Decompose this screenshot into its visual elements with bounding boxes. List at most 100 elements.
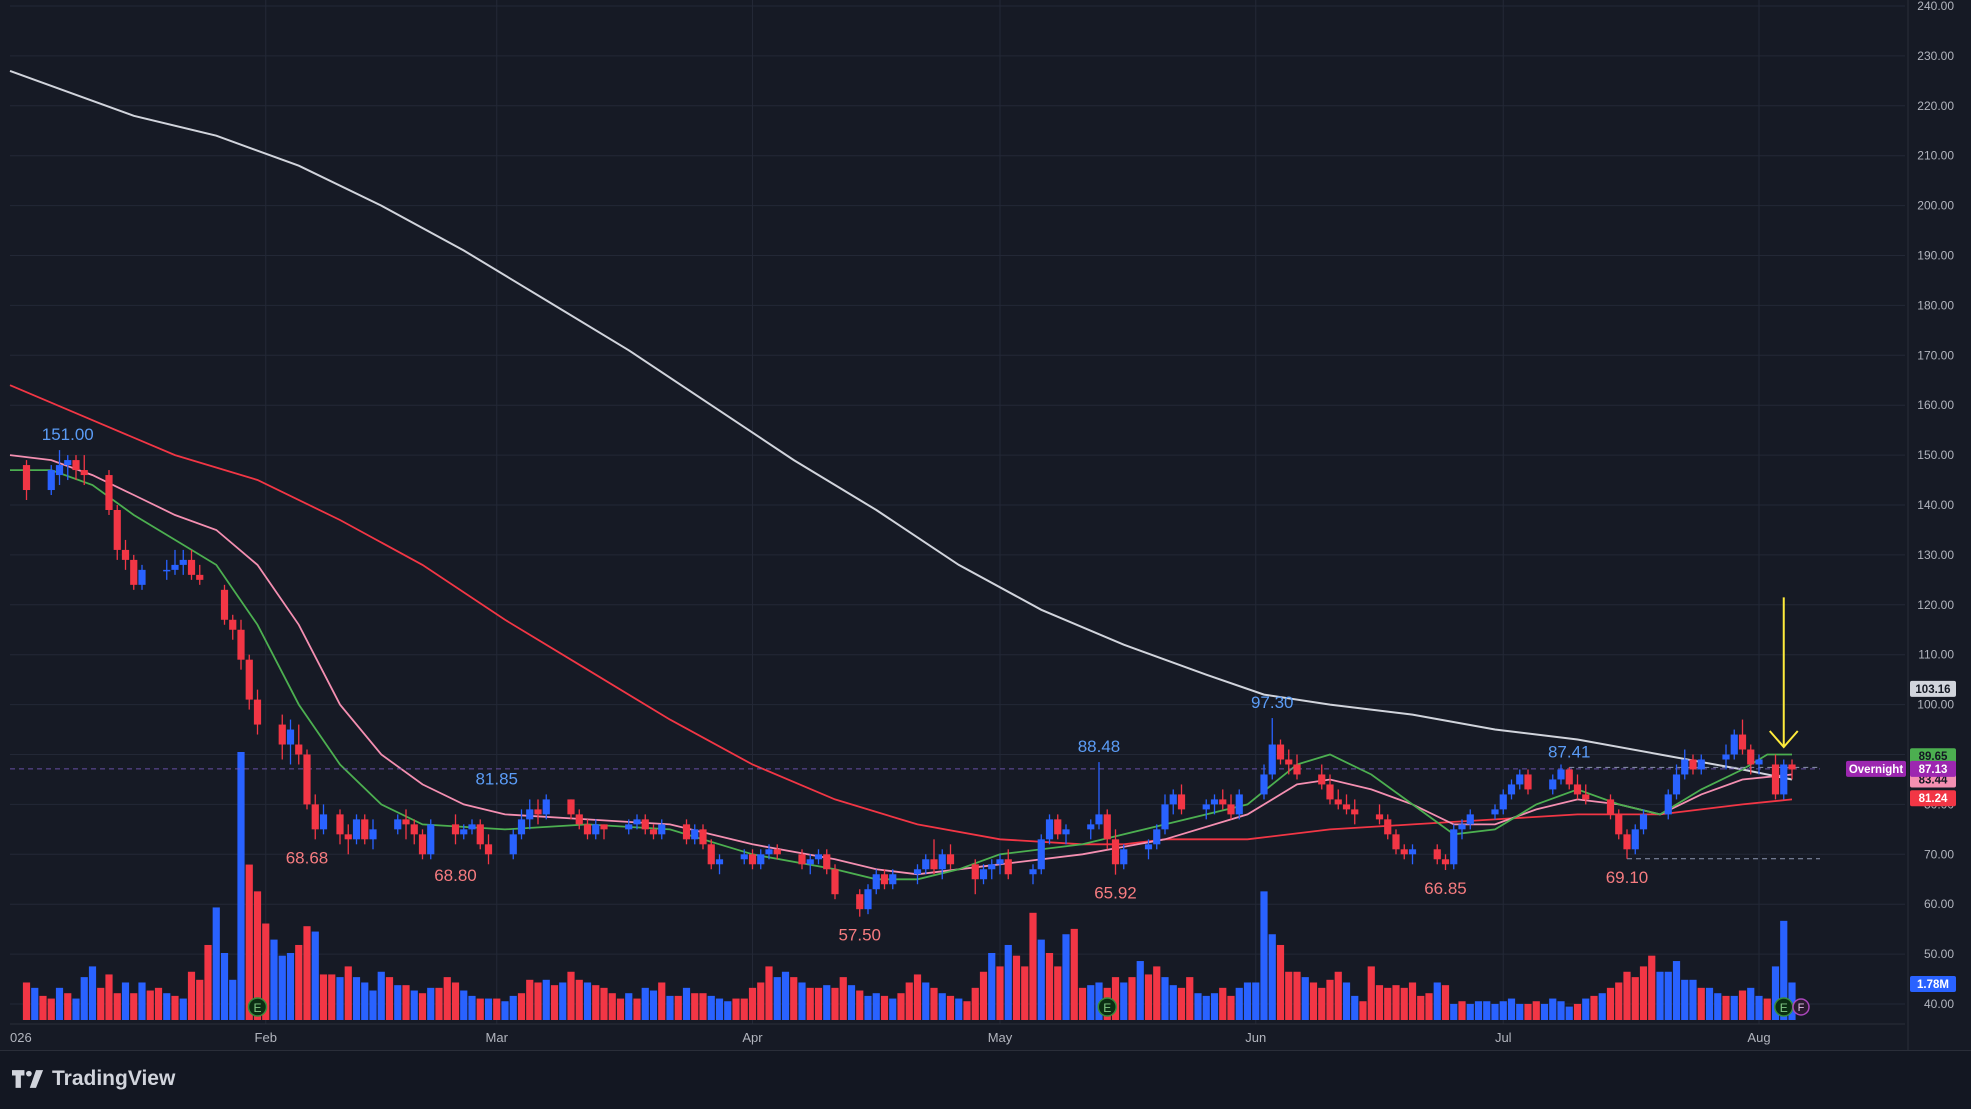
candle-body: [1788, 764, 1796, 770]
candle-body: [1507, 784, 1516, 795]
volume-bar: [559, 982, 567, 1020]
volume-bar: [262, 923, 270, 1020]
volume-bar: [171, 995, 179, 1020]
volume-bar: [823, 985, 831, 1020]
volume-bar: [963, 1001, 971, 1020]
candle-body: [460, 829, 468, 835]
volume-bar: [97, 987, 105, 1020]
candle-body: [1326, 784, 1334, 800]
volume-bar: [1342, 982, 1351, 1020]
brand-name: TradingView: [52, 1067, 176, 1090]
candle-body: [988, 864, 996, 870]
candle-body: [336, 814, 344, 835]
candle-body: [1202, 804, 1210, 810]
candle-body: [1730, 734, 1738, 755]
tradingview-logo[interactable]: TradingView: [12, 1067, 175, 1091]
candle-body: [319, 814, 328, 830]
high-low-label: 57.50: [838, 926, 881, 945]
volume-bar: [377, 971, 385, 1020]
volume-bar: [509, 995, 517, 1020]
candle-body: [130, 559, 138, 585]
high-low-label: 87.41: [1548, 742, 1591, 761]
candle-body: [418, 834, 427, 855]
candle-body: [1268, 744, 1276, 775]
volume-bar: [1780, 920, 1788, 1020]
volume-bar: [922, 982, 930, 1020]
moving-average-layer: [9, 69, 1793, 881]
volume-bar: [1186, 977, 1194, 1020]
candle-body: [542, 799, 550, 815]
volume-bar: [1507, 998, 1516, 1020]
candle-body: [1441, 859, 1450, 865]
volume-bar: [237, 752, 245, 1020]
time-tick-label: Jun: [1245, 1030, 1266, 1045]
price-tag-label: 103.16: [1915, 684, 1950, 696]
candle-body: [575, 814, 583, 825]
volume-bar: [757, 982, 765, 1020]
volume-bar: [55, 987, 64, 1020]
volume-bar: [1120, 982, 1128, 1020]
candle-layer[interactable]: [22, 450, 1796, 917]
volume-bar: [1202, 995, 1210, 1020]
time-tick-label: Jul: [1495, 1030, 1512, 1045]
volume-bar: [938, 993, 946, 1020]
volume-bar: [1400, 987, 1408, 1020]
volume-bar: [443, 977, 451, 1020]
volume-bar: [385, 977, 394, 1020]
volume-bar: [1367, 966, 1375, 1020]
volume-bar: [105, 974, 113, 1020]
candle-body: [303, 754, 311, 805]
candle-body: [996, 859, 1004, 865]
candle-body: [1285, 759, 1293, 765]
volume-bar: [1631, 977, 1639, 1020]
candle-body: [64, 460, 72, 466]
candle-body: [22, 465, 31, 491]
candle-body: [402, 819, 410, 825]
volume-bar: [369, 990, 377, 1020]
volume-bar: [47, 998, 55, 1020]
price-tag-badge: [1910, 976, 1956, 993]
volume-bar: [1359, 1001, 1367, 1020]
candle-body: [295, 744, 303, 755]
candle-body: [1664, 794, 1672, 815]
price-tick-label: 220.00: [1917, 99, 1954, 113]
volume-bar: [847, 985, 856, 1020]
high-low-label: 65.92: [1094, 884, 1137, 903]
candle-body: [1235, 794, 1243, 815]
volume-bar: [1499, 1001, 1507, 1020]
price-chart[interactable]: 40.0050.0060.0070.0080.0090.00100.00110.…: [0, 0, 1971, 1050]
candle-body: [1334, 799, 1342, 805]
price-tick-label: 160.00: [1917, 398, 1954, 412]
candle-body: [682, 824, 691, 840]
volume-bar: [1136, 961, 1144, 1020]
volume-bar: [880, 995, 889, 1020]
price-tick-label: 170.00: [1917, 348, 1954, 362]
candle-body: [1375, 814, 1384, 820]
candle-body: [1747, 749, 1755, 765]
volume-bar: [773, 977, 781, 1020]
volume-bar: [435, 987, 443, 1020]
volume-bar: [1606, 987, 1615, 1020]
volume-bar: [1483, 1001, 1491, 1020]
candle-body: [600, 824, 608, 830]
candle-body: [344, 834, 352, 840]
candle-body: [1384, 819, 1392, 835]
volume-bar: [534, 982, 542, 1020]
volume-bar: [278, 955, 286, 1020]
candle-body: [1450, 829, 1458, 865]
volume-bar: [1582, 998, 1590, 1020]
volume-bar: [1623, 971, 1631, 1020]
candle-body: [220, 589, 229, 620]
volume-bar: [1532, 1001, 1540, 1020]
volume-bar: [946, 995, 955, 1020]
price-tick-label: 40.00: [1924, 997, 1954, 1011]
volume-bar: [196, 979, 204, 1020]
candle-body: [80, 470, 88, 476]
volume-bar: [633, 998, 641, 1020]
candle-body: [1103, 814, 1111, 840]
volume-bar: [872, 993, 880, 1020]
price-tick-label: 110.00: [1918, 648, 1954, 662]
